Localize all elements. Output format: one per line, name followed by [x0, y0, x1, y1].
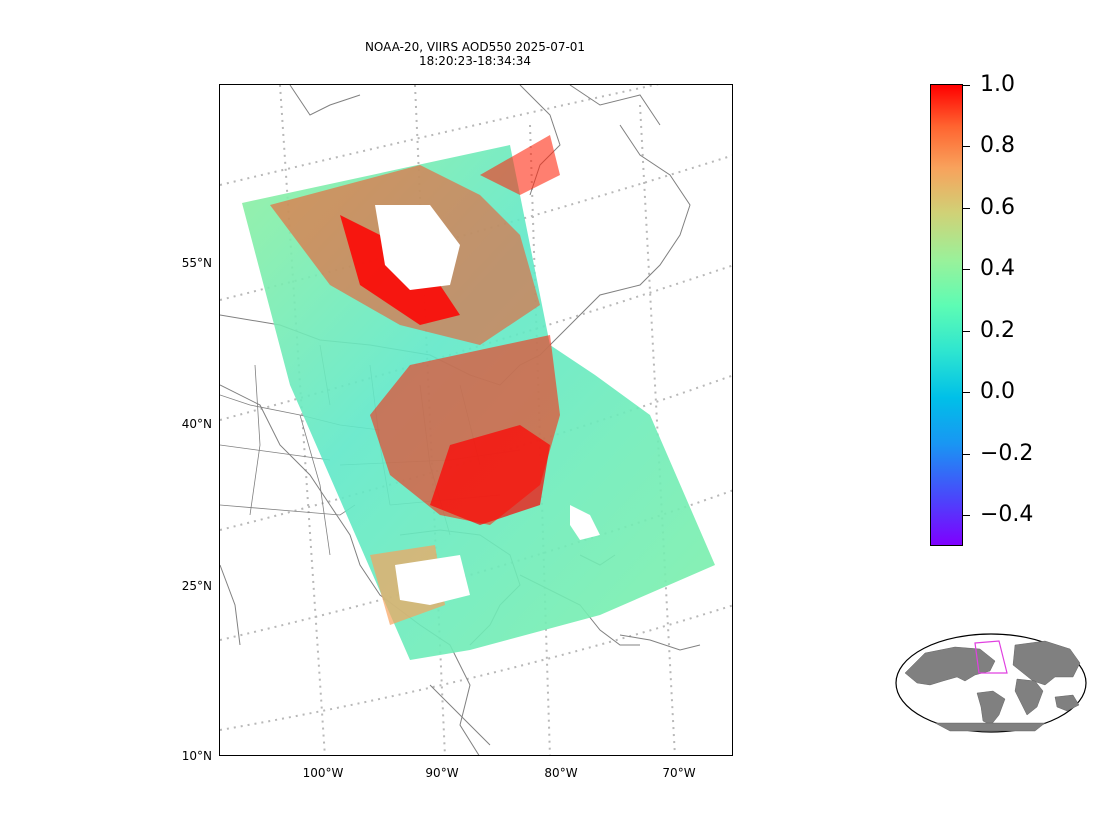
title-line-2: 18:20:23-18:34:34: [418, 54, 532, 68]
figure-title: NOAA-20, VIIRS AOD550 2025-07-01 18:20:2…: [320, 40, 630, 68]
colorbar-label-neg-0-2: −0.2: [980, 441, 1034, 466]
map-canvas: [220, 85, 732, 755]
inset-world-map: [895, 633, 1087, 733]
lon-label-100w: 100°W: [302, 766, 344, 780]
colorbar-label-1-0: 1.0: [980, 72, 1015, 97]
colorbar-tick-0-0: [963, 392, 970, 393]
colorbar-tick-0-2: [963, 331, 970, 332]
colorbar-label-0-4: 0.4: [980, 256, 1015, 281]
colorbar-tick-0-8: [963, 146, 970, 147]
colorbar-tick-0-4: [963, 269, 970, 270]
colorbar-label-0-0: 0.0: [980, 379, 1015, 404]
aod-swath: [242, 135, 715, 660]
lon-label-70w: 70°W: [662, 766, 696, 780]
colorbar-tick-neg-0-4: [963, 515, 970, 516]
colorbar-label-0-8: 0.8: [980, 133, 1015, 158]
colorbar-tick-1-0: [963, 85, 970, 86]
lat-label-10: 10°N: [181, 749, 212, 763]
colorbar-label-neg-0-4: −0.4: [980, 502, 1034, 527]
colorbar-tick-neg-0-2: [963, 454, 970, 455]
title-line-1: NOAA-20, VIIRS AOD550 2025-07-01: [364, 40, 586, 54]
colorbar-label-0-2: 0.2: [980, 318, 1015, 343]
lon-label-80w: 80°W: [544, 766, 578, 780]
lat-label-55: 55°N: [181, 256, 212, 270]
colorbar-label-0-6: 0.6: [980, 195, 1015, 220]
lat-label-40: 40°N: [181, 417, 212, 431]
lon-label-90w: 90°W: [425, 766, 459, 780]
inset-region-box: [974, 640, 1008, 674]
map-panel: [219, 84, 733, 756]
colorbar-tick-0-6: [963, 208, 970, 209]
lat-label-25: 25°N: [181, 579, 212, 593]
colorbar: [930, 84, 963, 546]
